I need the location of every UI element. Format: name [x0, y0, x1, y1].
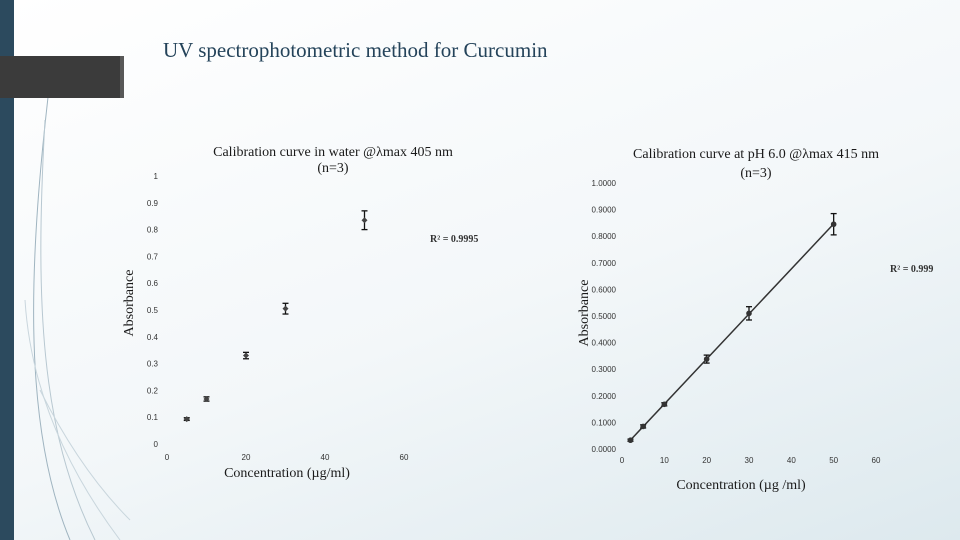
x-tick-label: 60	[400, 453, 409, 462]
y-tick-label: 0.5000	[592, 312, 617, 321]
y-tick-label: 0.7	[147, 252, 159, 261]
y-tick-label: 0.4	[147, 333, 159, 342]
x-axis-label: Concentration (µg /ml)	[676, 478, 806, 493]
x-tick-label: 20	[242, 453, 251, 462]
data-point	[746, 310, 752, 317]
trendline	[629, 223, 835, 441]
y-axis-label: Absorbance	[122, 270, 137, 337]
data-point	[627, 437, 634, 444]
y-tick-label: 1	[154, 172, 159, 181]
y-axis-label: Absorbance	[577, 280, 592, 347]
r-squared-label: R² = 0.9995	[430, 234, 478, 245]
y-tick-label: 0.6000	[592, 285, 617, 294]
data-point	[361, 217, 368, 224]
chart-title-line-1: Calibration curve at pH 6.0 @λmax 415 nm	[633, 147, 879, 162]
y-tick-label: 0.2	[147, 386, 159, 395]
y-tick-label: 0	[154, 440, 159, 449]
x-tick-label: 30	[745, 456, 754, 465]
y-tick-label: 0.8000	[592, 232, 617, 241]
y-tick-label: 0.3	[147, 360, 159, 369]
data-point	[203, 395, 210, 402]
y-tick-label: 0.7000	[592, 259, 617, 268]
x-tick-label: 40	[787, 456, 796, 465]
y-tick-label: 1.0000	[592, 179, 617, 188]
data-point	[183, 416, 190, 423]
y-tick-label: 0.8	[147, 226, 159, 235]
y-tick-label: 0.1000	[592, 418, 617, 427]
y-tick-label: 0.5	[147, 306, 159, 315]
y-tick-label: 0.9000	[592, 206, 617, 215]
chart-title-line-1: Calibration curve in water @λmax 405 nm	[213, 145, 453, 160]
y-tick-label: 0.6	[147, 279, 159, 288]
y-tick-label: 0.1	[147, 413, 159, 422]
data-point	[243, 352, 249, 359]
x-tick-label: 0	[620, 456, 625, 465]
x-axis-label: Concentration (µg/ml)	[224, 466, 350, 481]
data-point	[830, 221, 837, 228]
x-tick-label: 20	[702, 456, 711, 465]
title-tab-marker	[0, 56, 126, 98]
left-accent-bar	[0, 0, 14, 540]
y-tick-label: 0.2000	[592, 392, 617, 401]
y-tick-label: 0.0000	[592, 445, 617, 454]
data-point	[282, 305, 289, 312]
x-tick-label: 0	[165, 453, 170, 462]
data-point	[703, 356, 710, 362]
x-tick-label: 60	[872, 456, 881, 465]
x-tick-label: 50	[829, 456, 838, 465]
y-tick-label: 0.9	[147, 199, 159, 208]
slide-title: UV spectrophotometric method for Curcumi…	[163, 38, 548, 62]
x-tick-label: 10	[660, 456, 669, 465]
r-squared-label: R² = 0.999	[890, 264, 933, 275]
chart-title-line-2: (n=3)	[317, 161, 349, 176]
data-point	[661, 401, 668, 408]
y-tick-label: 0.3000	[592, 365, 617, 374]
chart-title-line-2: (n=3)	[740, 166, 772, 181]
data-point	[640, 423, 646, 430]
y-tick-label: 0.4000	[592, 339, 617, 348]
x-tick-label: 40	[321, 453, 330, 462]
decorative-curves	[24, 79, 131, 540]
